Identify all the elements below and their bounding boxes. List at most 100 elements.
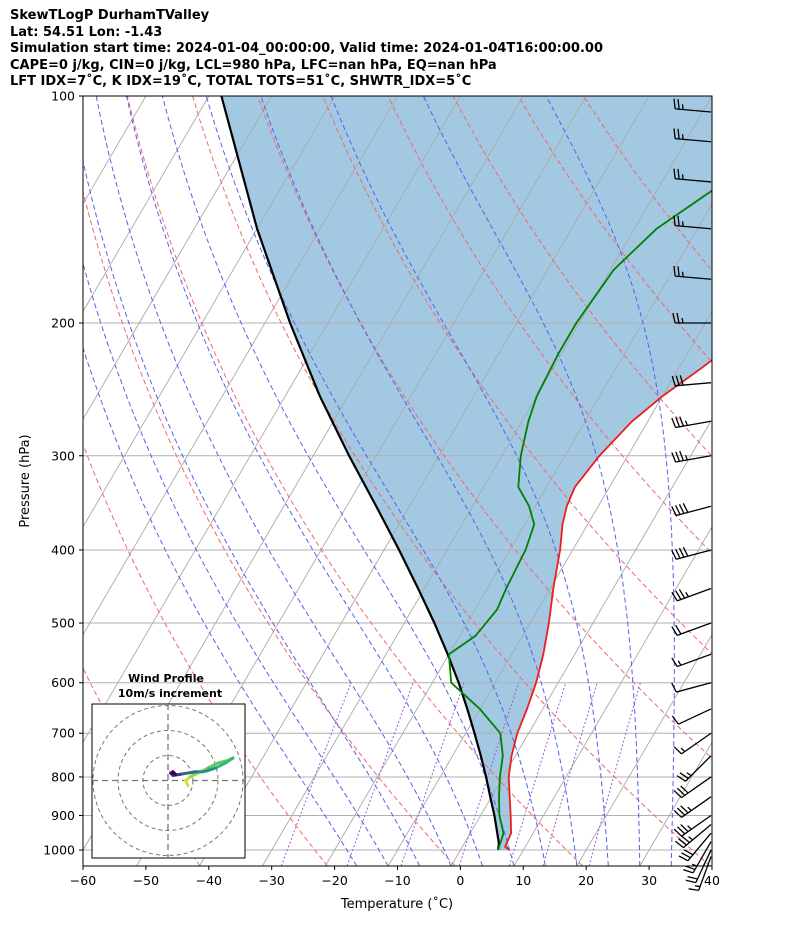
wind-barb: [678, 832, 712, 862]
x-tick-label: 0: [456, 873, 464, 888]
wind-barb: [673, 128, 712, 143]
x-tick-label: −50: [133, 873, 159, 888]
y-tick-label: 300: [51, 448, 75, 463]
isotherm-line: [576, 633, 712, 866]
wind-barb: [688, 856, 712, 891]
moist-adiabat: [83, 262, 389, 866]
dry-adiabat: [322, 96, 712, 655]
wind-barb: [673, 732, 712, 755]
mixing-ratio-line: [346, 682, 414, 866]
wind-barb: [673, 265, 712, 280]
wind-barb: [671, 622, 712, 636]
isotherm-line: [83, 96, 461, 744]
chart-header: SkewTLogP DurhamTValley Lat: 54.51 Lon: …: [10, 8, 603, 91]
y-tick-label: 500: [51, 616, 75, 631]
isotherm-line: [83, 96, 84, 97]
x-tick-label: 20: [578, 873, 594, 888]
simulation-times: Simulation start time: 2024-01-04_00:00:…: [10, 41, 603, 56]
wind-barb: [671, 653, 712, 668]
isotherm-line: [83, 96, 273, 421]
wind-barb: [673, 796, 712, 818]
wind-barb: [673, 814, 712, 837]
wind-barb: [673, 776, 712, 799]
dry-adiabat: [257, 96, 712, 760]
x-tick-label: 10: [515, 873, 531, 888]
x-tick-label: −30: [259, 873, 285, 888]
x-tick-label: 30: [641, 873, 657, 888]
moist-adiabat: [161, 96, 515, 866]
station-title: SkewTLogP DurhamTValley: [10, 8, 210, 23]
hodograph-segment: [224, 756, 235, 765]
wind-barb: [676, 755, 712, 782]
wind-barb: [671, 450, 712, 463]
isotherm-line: [513, 526, 712, 866]
dry-adiabat: [83, 443, 328, 866]
x-tick-label: 40: [704, 873, 720, 888]
isotherm-line: [387, 310, 712, 866]
hodograph-subtitle: 10m/s increment: [118, 687, 222, 700]
y-tick-label: 600: [51, 675, 75, 690]
y-tick-label: 700: [51, 726, 75, 741]
isotherm-line: [702, 849, 712, 866]
dry-adiabat: [387, 96, 712, 554]
mixing-ratio-line: [400, 682, 465, 866]
hodograph-segment: [214, 761, 227, 770]
moist-adiabat: [126, 96, 483, 866]
temperature-profile-line: [503, 358, 712, 851]
isotherm-line: [83, 96, 335, 528]
isotherm-line: [83, 96, 398, 636]
y-tick-label: 800: [51, 769, 75, 784]
y-tick-label: 900: [51, 808, 75, 823]
wind-barb: [673, 98, 712, 113]
stability-indices-1: CAPE=0 j/kg, CIN=0 j/kg, LCL=980 hPa, LF…: [10, 57, 497, 73]
parcel-profile-line: [220, 96, 501, 851]
moist-adiabat: [83, 158, 421, 866]
stability-indices-2: LFT IDX=7˚C, K IDX=19˚C, TOTAL TOTS=51˚C…: [10, 74, 472, 89]
x-tick-label: −20: [321, 873, 347, 888]
dry-adiabat: [83, 189, 456, 866]
hodograph-segment: [170, 772, 177, 776]
mixing-ratio-line: [458, 682, 520, 866]
x-tick-label: −60: [70, 873, 96, 888]
moist-adiabat: [205, 96, 546, 866]
wind-barb: [671, 587, 712, 602]
x-tick-label: −10: [384, 873, 410, 888]
wind-barb: [671, 503, 712, 517]
moist-adiabat: [545, 96, 675, 866]
y-tick-label: 200: [51, 315, 75, 330]
dewpoint-profile-line: [447, 189, 712, 851]
y-tick-label: 100: [51, 89, 75, 104]
mixing-ratio-line: [588, 682, 641, 866]
wind-barb: [673, 215, 712, 230]
wind-barb: [675, 823, 712, 849]
hodograph-segment: [206, 761, 220, 770]
mixing-ratio-line: [280, 682, 352, 866]
hodograph-title: Wind Profile: [128, 672, 204, 685]
isotherm-line: [83, 96, 210, 313]
wind-barb: [671, 546, 712, 560]
station-coordinates: Lat: 54.51 Lon: -1.43: [10, 24, 163, 40]
wind-barb: [671, 416, 712, 429]
wind-barb: [683, 841, 712, 874]
wind-barb: [671, 375, 712, 387]
y-tick-label: 1000: [43, 843, 75, 858]
cin-area-shading: [221, 96, 712, 850]
wind-barb: [672, 312, 711, 324]
wind-barb: [671, 682, 712, 693]
isotherm-line: [262, 96, 712, 866]
y-tick-label: 400: [51, 542, 75, 557]
moist-adiabat: [83, 346, 358, 866]
wind-barb: [671, 708, 712, 725]
moist-adiabat: [260, 96, 578, 866]
moist-adiabat: [422, 96, 641, 866]
x-tick-label: −40: [196, 873, 222, 888]
dry-adiabat: [192, 96, 711, 866]
y-axis-label: Pressure (hPa): [18, 434, 33, 527]
isotherm-line: [324, 202, 712, 866]
wind-barb: [673, 168, 712, 183]
mixing-ratio-line: [542, 682, 598, 866]
isotherm-line: [450, 418, 712, 866]
moist-adiabat: [95, 96, 452, 866]
dry-adiabat: [126, 96, 584, 866]
